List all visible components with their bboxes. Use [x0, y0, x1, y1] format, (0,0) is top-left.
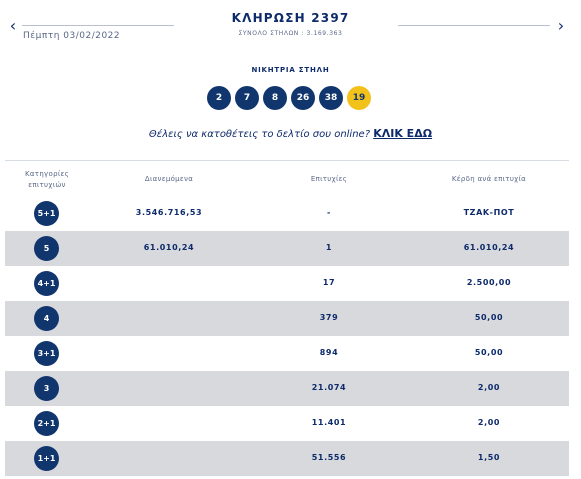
- table-row: 4 379 50,00: [5, 301, 569, 336]
- header-prize: Κέρδη ανά επιτυχία: [451, 175, 527, 183]
- table-header: Κατηγορίες επιτυχιών Διανεμόμενα Επιτυχί…: [5, 160, 569, 196]
- winners-value: 894: [319, 348, 339, 357]
- header-category: Κατηγορίες επιτυχιών: [25, 170, 69, 189]
- table-row: 1+1 51.556 1,50: [5, 441, 569, 476]
- category-badge: 3: [34, 376, 59, 401]
- number-ball: 26: [291, 86, 315, 110]
- promo-text: Θέλεις να κατοθέτεις το δελτίο σου onlin…: [148, 129, 371, 140]
- table-row: 3+1 894 50,00: [5, 336, 569, 371]
- number-ball: 7: [235, 86, 259, 110]
- category-badge: 5: [34, 236, 59, 261]
- category-badge: 4: [34, 306, 59, 331]
- draw-header: ‹ Πέμπτη 03/02/2022 ΚΛΗΡΩΣΗ 2397 ΣΥΝΟΛΟ …: [0, 0, 581, 50]
- winning-column-label: ΝΙΚΗΤΡΙΑ ΣΤΗΛΗ: [251, 66, 330, 74]
- total-columns: ΣΥΝΟΛΟ ΣΤΗΛΩΝ : 3.169.363: [238, 30, 343, 37]
- table-row: 3 21.074 2,00: [5, 371, 569, 406]
- winners-value: 17: [322, 278, 336, 287]
- divider: [22, 25, 174, 26]
- draw-date: Πέμπτη 03/02/2022: [23, 31, 121, 41]
- bonus-ball: 19: [347, 86, 371, 110]
- table-row: 4+1 17 2.500,00: [5, 266, 569, 301]
- chevron-right-icon[interactable]: ›: [557, 16, 565, 35]
- distributed-value: 3.546.716,53: [135, 208, 203, 217]
- prize-value: 2.500,00: [466, 278, 512, 287]
- table-row: 2+1 11.401 2,00: [5, 406, 569, 441]
- prize-value: 61.010,24: [463, 243, 515, 252]
- category-badge: 3+1: [34, 341, 59, 366]
- winners-value: 11.401: [311, 418, 347, 427]
- prize-value: 50,00: [474, 313, 504, 322]
- table-row: 5 61.010,24 1 61.010,24: [5, 231, 569, 266]
- number-ball: 8: [263, 86, 287, 110]
- chevron-left-icon[interactable]: ‹: [9, 16, 17, 35]
- winning-numbers: 2 7 8 26 38 19: [207, 86, 371, 110]
- prize-value: 1,50: [477, 453, 501, 462]
- prize-value: ΤΖΑΚ-ΠΟΤ: [463, 208, 515, 217]
- category-badge: 2+1: [34, 411, 59, 436]
- winners-value: 21.074: [311, 383, 347, 392]
- distributed-value: 61.010,24: [143, 243, 195, 252]
- category-badge: 4+1: [34, 271, 59, 296]
- draw-title: ΚΛΗΡΩΣΗ 2397: [231, 11, 350, 25]
- click-here-link[interactable]: ΚΛΙΚ ΕΔΩ: [373, 127, 433, 140]
- header-winners: Επιτυχίες: [310, 175, 348, 183]
- winners-value: 51.556: [311, 453, 347, 462]
- prize-value: 50,00: [474, 348, 504, 357]
- category-badge: 5+1: [34, 201, 59, 226]
- online-promo: Θέλεις να κατοθέτεις το δελτίο σου onlin…: [0, 127, 581, 140]
- prize-table: Κατηγορίες επιτυχιών Διανεμόμενα Επιτυχί…: [5, 160, 569, 476]
- header-distributed: Διανεμόμενα: [144, 175, 194, 183]
- number-ball: 38: [319, 86, 343, 110]
- number-ball: 2: [207, 86, 231, 110]
- table-row: 5+1 3.546.716,53 - ΤΖΑΚ-ΠΟΤ: [5, 196, 569, 231]
- category-badge: 1+1: [34, 446, 59, 471]
- divider: [398, 25, 550, 26]
- prize-value: 2,00: [477, 383, 501, 392]
- winners-value: 379: [319, 313, 339, 322]
- winners-value: -: [327, 208, 331, 217]
- winners-value: 1: [325, 243, 333, 252]
- prize-value: 2,00: [477, 418, 501, 427]
